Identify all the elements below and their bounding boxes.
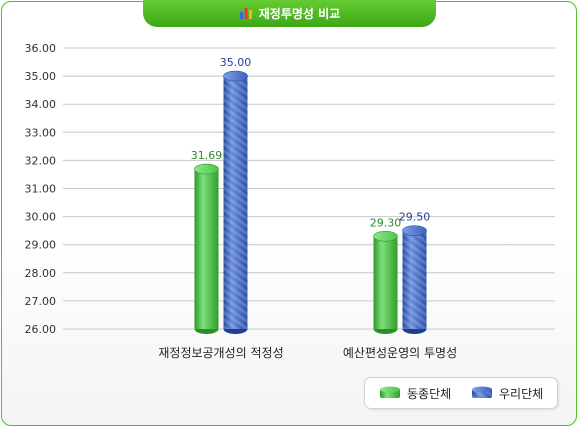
legend-label-series-1: 동종단체 [407, 386, 452, 401]
bar-series-2 [402, 225, 427, 334]
y-tick-label: 29.00 [25, 239, 57, 252]
blue-cylinder-icon [472, 386, 492, 398]
green-cylinder-icon [380, 386, 400, 398]
category-label: 재정정보공개성의 적정성 [158, 346, 283, 360]
category-label: 예산편성운영의 투명성 [343, 346, 457, 360]
y-tick-label: 30.00 [25, 211, 57, 224]
y-tick-label: 33.00 [25, 126, 57, 139]
y-tick-label: 28.00 [25, 267, 57, 280]
data-label: 31.69 [191, 149, 223, 162]
y-tick-label: 32.00 [25, 154, 57, 167]
bar-series-2 [223, 70, 248, 334]
y-tick-label: 31.00 [25, 183, 57, 196]
data-label: 29.50 [399, 211, 431, 224]
bar-chart-icon [239, 8, 252, 19]
title-tab: 재정투명성 비교 [143, 0, 436, 27]
chart-title: 재정투명성 비교 [143, 5, 436, 22]
y-tick-label: 34.00 [25, 98, 57, 111]
legend-item-series-2: 우리단체 [471, 384, 543, 402]
y-tick-label: 36.00 [25, 42, 57, 55]
bar-series-1 [373, 230, 398, 334]
data-label: 29.30 [370, 216, 402, 229]
y-tick-label: 26.00 [25, 323, 57, 336]
legend: 동종단체 우리단체 [364, 377, 558, 409]
y-tick-label: 35.00 [25, 70, 57, 83]
chart-title-text: 재정투명성 비교 [258, 7, 341, 21]
data-label: 35.00 [220, 56, 252, 69]
legend-label-series-2: 우리단체 [499, 386, 544, 401]
y-tick-label: 27.00 [25, 295, 57, 308]
bar-series-1 [194, 163, 219, 334]
legend-item-series-1: 동종단체 [379, 384, 451, 402]
